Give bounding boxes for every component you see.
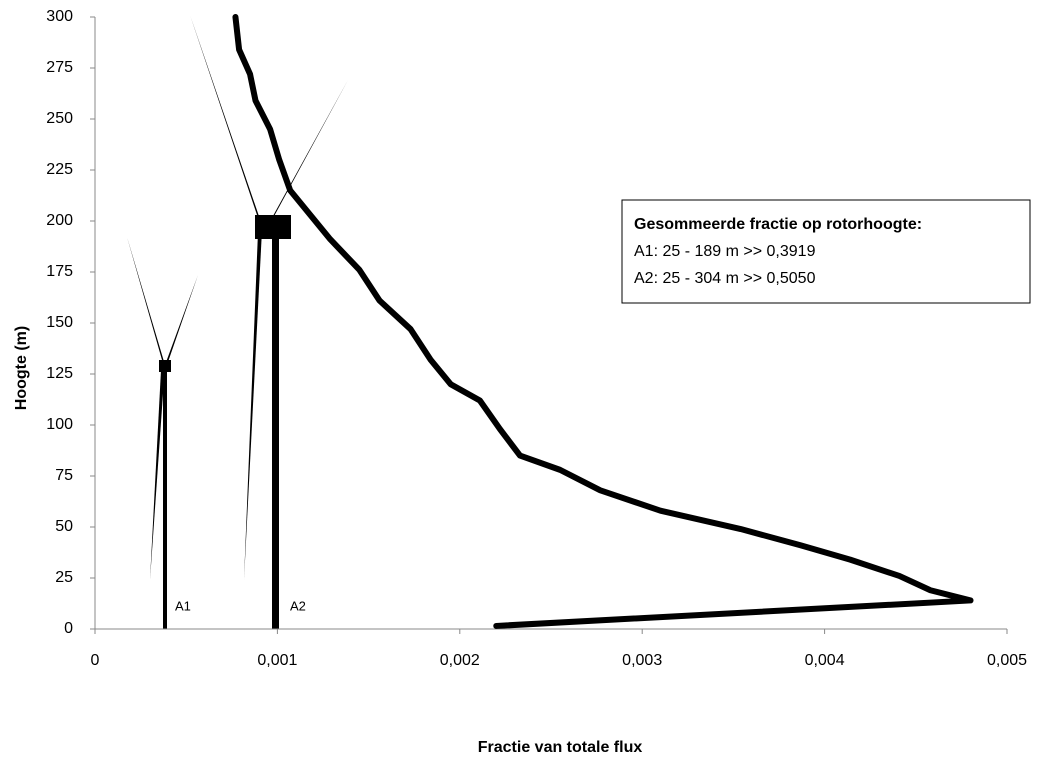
x-axis-label: Fractie van totale flux	[478, 739, 643, 756]
y-tick-label: 175	[46, 263, 73, 280]
y-tick-label: 150	[46, 314, 73, 331]
x-tick-label: 0,003	[622, 652, 662, 669]
y-tick-label: 225	[46, 161, 73, 178]
y-tick-label: 50	[55, 518, 73, 535]
x-tick-label: 0,004	[805, 652, 845, 669]
turbine-label: A1	[175, 598, 191, 613]
annotation-title: Gesommeerde fractie op rotorhoogte:	[634, 216, 922, 233]
x-tick-label: 0,001	[257, 652, 297, 669]
turbine-a1	[127, 237, 198, 629]
x-tick-label: 0	[91, 652, 100, 669]
annotation-box	[621, 199, 1031, 304]
y-tick-label: 300	[46, 8, 73, 25]
y-tick-label: 275	[46, 59, 73, 76]
turbine-label: A2	[290, 598, 306, 613]
x-tick-label: 0,005	[987, 652, 1027, 669]
annotation-line: A1: 25 - 189 m >> 0,3919	[634, 243, 816, 260]
y-tick-label: 0	[64, 620, 73, 637]
y-axis-label: Hoogte (m)	[13, 326, 30, 410]
turbine-a2	[190, 15, 348, 629]
y-tick-label: 125	[46, 365, 73, 382]
profile-line	[232, 14, 974, 629]
annotation-line: A2: 25 - 304 m >> 0,5050	[634, 270, 816, 287]
y-tick-label: 200	[46, 212, 73, 229]
y-tick-label: 75	[55, 467, 73, 484]
x-tick-label: 0,002	[440, 652, 480, 669]
y-tick-label: 100	[46, 416, 73, 433]
y-tick-label: 250	[46, 110, 73, 127]
y-tick-label: 25	[55, 569, 73, 586]
